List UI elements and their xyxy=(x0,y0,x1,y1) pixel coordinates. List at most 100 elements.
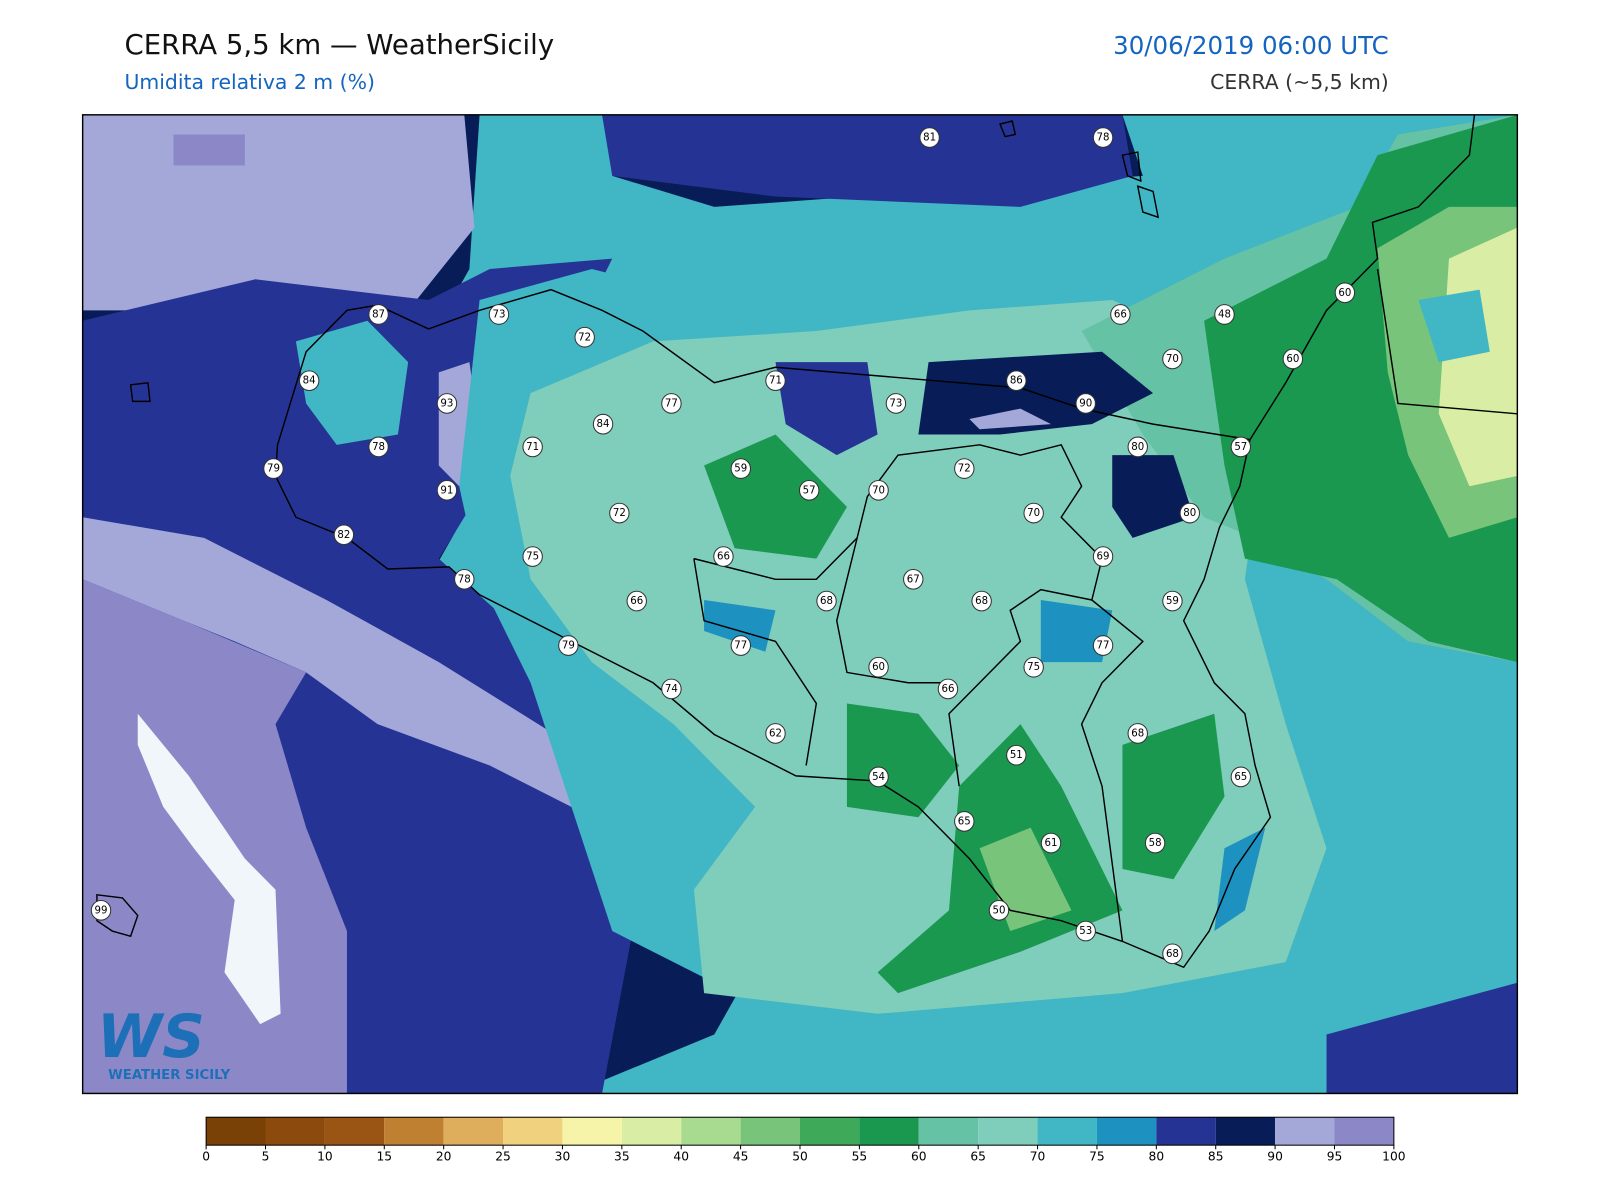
colorbar-tick-label: 60 xyxy=(911,1150,927,1164)
colorbar-band xyxy=(621,1117,682,1146)
colorbar-band xyxy=(1215,1117,1276,1146)
station-marker xyxy=(1023,656,1044,678)
station-marker xyxy=(1092,127,1114,148)
station-marker xyxy=(333,524,355,546)
station-value: 77 xyxy=(734,639,747,651)
station-marker xyxy=(954,458,975,479)
station-marker xyxy=(90,900,112,921)
station-marker xyxy=(661,393,682,414)
station-marker xyxy=(263,458,284,479)
station-marker xyxy=(954,811,975,832)
station-value: 77 xyxy=(665,397,678,409)
station-value: 54 xyxy=(872,771,885,783)
colorbar-band xyxy=(562,1117,622,1146)
station-marker xyxy=(574,326,595,348)
station-marker xyxy=(1162,590,1183,612)
station-value: 90 xyxy=(1079,397,1092,409)
humidity-field xyxy=(82,114,1518,1094)
colorbar-band xyxy=(1275,1117,1335,1146)
station-marker xyxy=(1162,943,1183,965)
colorbar-tick-label: 65 xyxy=(970,1150,986,1164)
station-value: 68 xyxy=(1131,727,1144,739)
station-value: 73 xyxy=(492,308,505,320)
station-marker xyxy=(798,480,820,501)
station-marker xyxy=(765,723,786,744)
station-marker xyxy=(522,546,543,567)
station-value: 78 xyxy=(458,573,471,585)
station-value: 59 xyxy=(734,463,747,475)
station-value: 59 xyxy=(1166,595,1179,607)
station-marker xyxy=(971,590,992,612)
colorbar-tick-label: 75 xyxy=(1089,1150,1105,1164)
colorbar-band xyxy=(1096,1117,1157,1146)
colorbar-band xyxy=(1037,1117,1097,1146)
map-frame xyxy=(81,114,1519,1095)
station-marker xyxy=(454,568,475,590)
colorbar-band xyxy=(859,1117,919,1146)
station-value: 99 xyxy=(95,904,108,916)
colorbar-tick-label: 100 xyxy=(1382,1150,1406,1164)
coastlines xyxy=(96,114,1518,969)
station-value: 71 xyxy=(769,375,782,387)
station-marker xyxy=(558,635,579,656)
station-marker xyxy=(298,370,320,392)
colorbar-tick-label: 40 xyxy=(673,1150,689,1164)
station-value: 72 xyxy=(958,463,971,475)
station-marker xyxy=(488,304,510,325)
colorbar-band xyxy=(384,1117,444,1146)
station-value: 86 xyxy=(1010,375,1023,387)
station-marker xyxy=(816,590,837,612)
station-value: 78 xyxy=(1097,132,1110,144)
colorbar-band xyxy=(206,1117,266,1146)
station-value: 79 xyxy=(562,639,575,651)
station-value: 65 xyxy=(1234,771,1247,783)
stations: 81 78 87 73 72 66 48 60 84 93 77 71 73 86 90 70 60 78 71 84… xyxy=(90,127,1356,965)
station-value: 74 xyxy=(665,683,678,695)
station-marker xyxy=(988,900,1010,921)
station-value: 72 xyxy=(578,331,591,343)
colorbar-band xyxy=(443,1117,504,1146)
station-marker xyxy=(1006,744,1027,766)
colorbar-band xyxy=(503,1117,563,1146)
station-marker xyxy=(1230,766,1252,788)
station-value: 67 xyxy=(907,573,920,585)
colorbar-tick-label: 55 xyxy=(852,1150,868,1164)
colorbar-tick-label: 5 xyxy=(262,1150,270,1164)
logo: WS WEATHER SICILY xyxy=(97,1003,231,1083)
station-marker xyxy=(765,370,786,392)
station-value: 78 xyxy=(372,441,385,453)
station-value: 65 xyxy=(958,815,971,827)
station-value: 80 xyxy=(1183,507,1196,519)
station-value: 70 xyxy=(1166,353,1179,365)
colorbar-band xyxy=(1156,1117,1216,1146)
station-marker xyxy=(436,480,458,501)
colorbar-tick-label: 35 xyxy=(614,1150,630,1164)
station-marker xyxy=(626,590,647,612)
station-marker xyxy=(592,413,614,435)
station-value: 66 xyxy=(1114,308,1127,320)
station-value: 82 xyxy=(337,529,350,541)
station-value: 60 xyxy=(1338,287,1351,299)
station-value: 70 xyxy=(1027,507,1040,519)
station-marker xyxy=(1179,502,1200,524)
station-value: 68 xyxy=(1166,948,1179,960)
station-marker xyxy=(868,766,889,788)
station-value: 87 xyxy=(372,308,385,320)
station-marker xyxy=(368,304,389,325)
station-value: 66 xyxy=(630,595,643,607)
station-value: 84 xyxy=(303,375,316,387)
station-value: 81 xyxy=(923,132,936,144)
station-marker xyxy=(1006,370,1027,392)
station-marker xyxy=(522,436,543,458)
station-value: 58 xyxy=(1149,837,1162,849)
station-value: 61 xyxy=(1045,837,1058,849)
station-marker xyxy=(730,458,752,479)
station-marker xyxy=(1075,920,1096,942)
colorbar-tick-label: 85 xyxy=(1208,1150,1224,1164)
station-marker xyxy=(1110,304,1131,325)
station-marker xyxy=(713,546,734,567)
logo-name: WEATHER SICILY xyxy=(108,1068,230,1083)
colorbar-tick-label: 30 xyxy=(555,1150,571,1164)
station-value: 66 xyxy=(717,551,730,563)
